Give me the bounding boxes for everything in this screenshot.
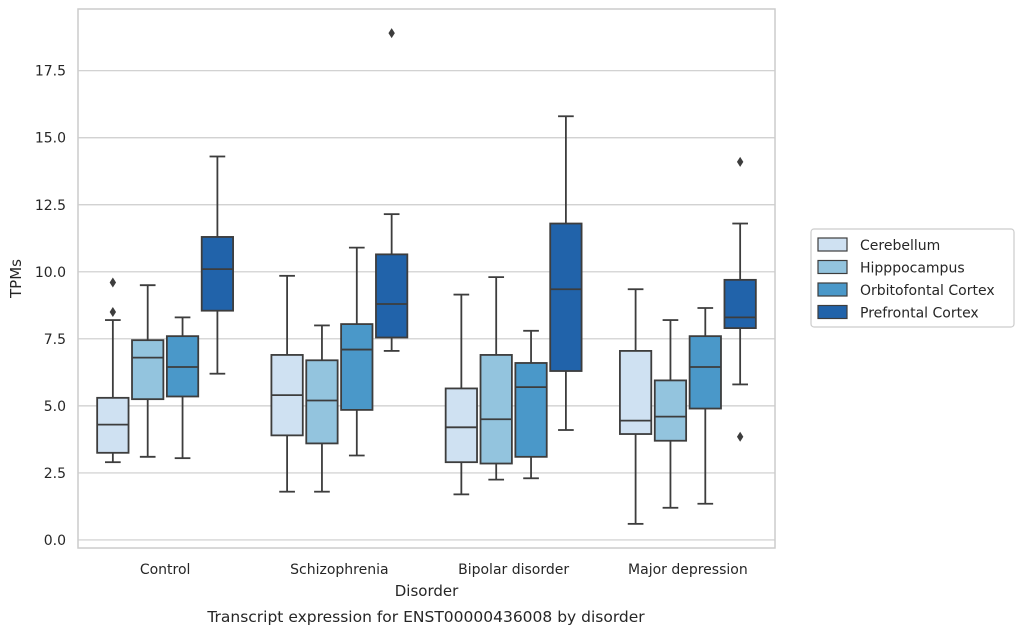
box-layer — [96, 28, 757, 525]
x-tick-label: Bipolar disorder — [458, 562, 569, 578]
box — [723, 156, 757, 442]
box-body — [375, 253, 409, 339]
legend-label: Hipppocampus — [860, 261, 965, 277]
box-body — [653, 379, 688, 442]
box-body — [688, 335, 722, 410]
legend: Cerebellum Hipppocampus Orbitofontal Corte… — [810, 228, 1015, 328]
y-tick-label: 12.5 — [35, 198, 66, 214]
box — [131, 284, 165, 458]
y-tick-label: 7.5 — [44, 332, 66, 348]
box — [165, 316, 200, 460]
y-tick-label: 0.0 — [44, 533, 66, 549]
box-body — [131, 339, 165, 401]
box-body — [549, 222, 583, 372]
legend-swatch — [817, 259, 848, 275]
outlier-point — [109, 277, 117, 288]
x-axis-label: Disorder — [395, 582, 459, 600]
x-tick-labels: Control Schizophrenia Bipolar disorder Majo… — [140, 562, 748, 578]
box-body — [444, 387, 478, 464]
x-tick-label: Control — [140, 562, 191, 578]
box — [619, 288, 653, 525]
box — [200, 155, 234, 375]
box — [270, 274, 304, 493]
box-body — [200, 236, 234, 312]
outlier-point — [736, 156, 744, 167]
y-tick-labels: 0.0 2.5 5.0 7.5 10.0 12.5 15.0 17.5 — [35, 64, 66, 549]
box — [305, 324, 339, 493]
box-body — [340, 323, 374, 411]
y-tick-label: 15.0 — [35, 131, 66, 147]
outlier-point — [109, 307, 117, 318]
box-body — [514, 362, 548, 458]
y-tick-label: 2.5 — [44, 466, 66, 482]
legend-label: Cerebellum — [860, 238, 940, 254]
y-tick-label: 17.5 — [35, 64, 66, 80]
legend-swatch — [817, 304, 848, 320]
plot-frame — [77, 8, 776, 549]
box — [340, 246, 374, 457]
y-tick-label: 10.0 — [35, 265, 66, 281]
chart-caption: Transcript expression for ENST0000043600… — [206, 608, 645, 626]
y-axis-label: TPMs — [7, 259, 25, 299]
outlier-point — [388, 28, 395, 39]
legend-swatch — [817, 282, 848, 297]
box-body — [723, 278, 757, 330]
box — [653, 319, 688, 509]
box-body — [619, 350, 653, 435]
box — [479, 276, 513, 481]
box — [375, 28, 409, 352]
outlier-point — [736, 431, 744, 442]
legend-swatch — [817, 237, 848, 252]
box — [688, 307, 722, 505]
box — [96, 277, 130, 464]
legend-frame — [810, 228, 1015, 328]
box — [549, 115, 583, 431]
box — [444, 293, 478, 496]
x-tick-label: Major depression — [628, 562, 748, 578]
x-tick-label: Schizophrenia — [290, 562, 388, 578]
legend-label: Prefrontal Cortex — [860, 306, 979, 322]
legend-label: Orbitofontal Cortex — [860, 283, 995, 299]
box-body — [479, 354, 513, 465]
box-body — [305, 359, 339, 445]
y-tick-label: 5.0 — [44, 399, 66, 415]
box — [514, 329, 548, 480]
